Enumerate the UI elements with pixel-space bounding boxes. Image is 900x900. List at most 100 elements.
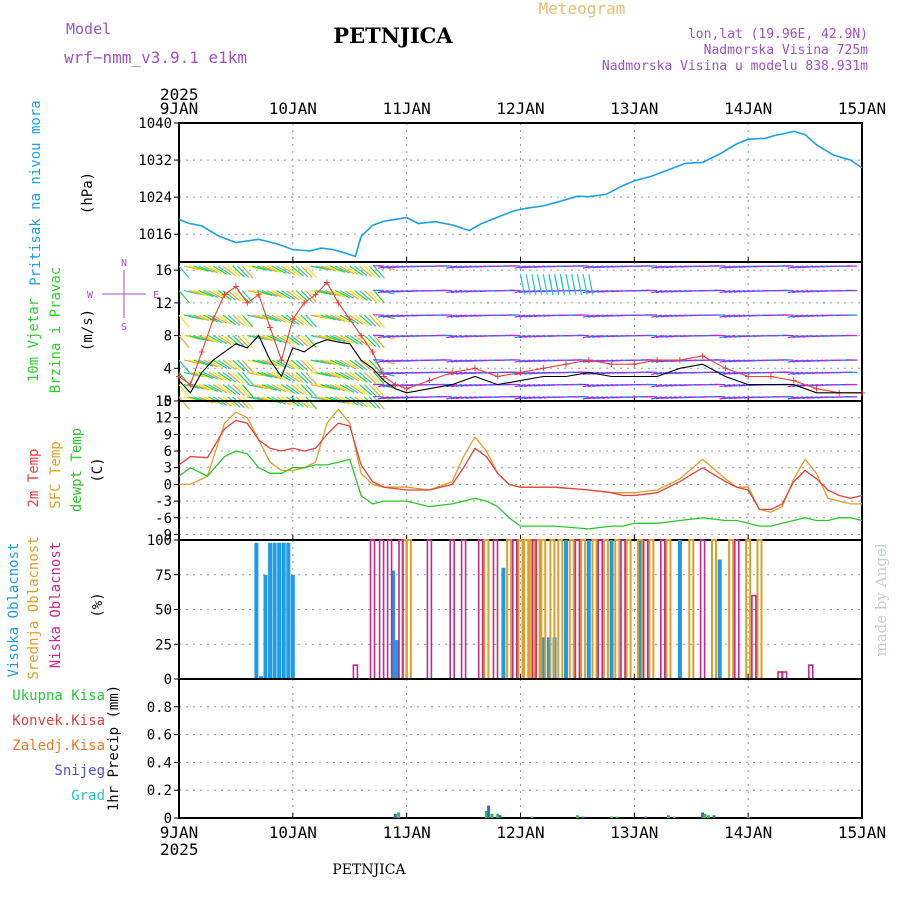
wind-arrow [208,265,223,275]
gust-marker [244,299,251,306]
wind-arrow [587,335,599,339]
wind-arrow [276,384,291,394]
wind-arrow [349,290,364,301]
wind-arrow [222,371,237,383]
gust-marker [346,316,353,323]
gust-marker [790,377,797,384]
wind-arrow [178,290,190,304]
wind-arrow [349,371,364,383]
wind-arrow [354,359,368,371]
high-cloud-bar [254,542,259,679]
wind-arrow [271,371,287,381]
wind-arrow [271,384,287,393]
gust-marker [563,361,570,368]
wind-arrow [519,384,531,388]
wind-arrow [320,265,336,272]
wind-arrow [320,384,336,390]
pressure-unit: (hPa) [80,172,96,214]
wind-arrow [271,359,287,368]
wind-arrow [237,396,250,409]
panel-frame [178,539,863,680]
wind-arrow [582,265,594,269]
wind-arrow [252,384,268,390]
wind-arrow [305,314,317,328]
wind-arrow [377,359,389,363]
wind-arrow [256,384,273,391]
wind-arrow [256,359,273,366]
precip-bar [575,815,579,818]
wind-arrow [651,335,663,339]
wind-arrow [368,396,381,410]
gust-marker [335,299,342,306]
wind-arrow [446,384,458,388]
gust-marker [301,299,308,306]
wind-arrow [792,265,804,269]
wind-arrow [315,371,332,377]
panel-frame [178,122,863,263]
gust-marker [676,357,683,364]
wind-arrow [295,290,309,302]
wind-arrow [178,335,190,349]
mid-cloud-bar [523,539,530,680]
compass-letter: S [121,322,127,333]
low-cloud-bar [781,671,788,680]
wind-arrow [719,335,731,339]
wind-arrow [217,359,232,370]
high-cloud-bar [541,637,546,679]
wind-arrow [212,265,228,275]
wind-arrow [261,384,278,391]
wind-arrow [524,384,536,387]
wind-arrow [787,396,799,400]
wind-arrow [359,290,372,302]
gust-marker [369,348,376,355]
low-cloud-bar [807,664,814,680]
wind-arrow [787,265,799,269]
wind-arrow [290,290,304,302]
model-name: wrf−nmm_v3.9.1 e1km [64,48,247,67]
wind-arrow [305,384,317,397]
wind-arrow [261,290,278,297]
wind-arrow [334,290,350,299]
wind-arrow [792,314,804,318]
wind-arrow [266,290,282,298]
wind-arrow [582,274,588,295]
wind-arrow [354,384,368,395]
wind-arrow [178,359,190,373]
wind-arrow [241,372,254,385]
high-cloud-bar [717,559,722,679]
high-cloud-bar [586,540,591,679]
precip-legend-1: Konvek.Kisa [12,713,105,729]
temp-unit: (C) [90,457,106,482]
wind-arrow [208,384,223,393]
x-tick-label-bottom: 15JAN [838,823,886,842]
wind-arrow [349,314,364,325]
wind-arrow [368,314,381,328]
wind-arrow [655,290,668,294]
year-top: 2025 [160,85,199,104]
wind-arrow [232,265,245,278]
wind-arrow [344,359,359,370]
y-tick-label: 0 [164,477,172,493]
wind-arrow [514,265,526,269]
x-tick-label-top: 11JAN [383,99,431,118]
wind-arrow [587,290,599,294]
wind-arrow [514,335,526,339]
wind-arrow [377,371,389,376]
compass-rose: N W S E [87,258,159,333]
x-tick-label-bottom: 10JAN [269,823,317,842]
wind-arrow [382,371,394,375]
low-cloud-bar [398,539,404,680]
precip-bar [644,816,648,818]
y-tick-label: 100 [147,533,172,549]
sfc-temp-line [179,408,862,513]
y-tick-label: -6 [155,511,172,527]
wind-arrow [232,290,245,302]
wind-arrow [325,265,341,273]
wind-speed-line [178,334,862,394]
wind-arrow [183,396,200,402]
wind-arrow [368,290,381,303]
wind-arrow [295,396,309,409]
wind-arrow [203,265,219,274]
wind-arrow [450,335,463,339]
cloud-axis-title-1: Visoka Oblacnost [6,543,22,678]
